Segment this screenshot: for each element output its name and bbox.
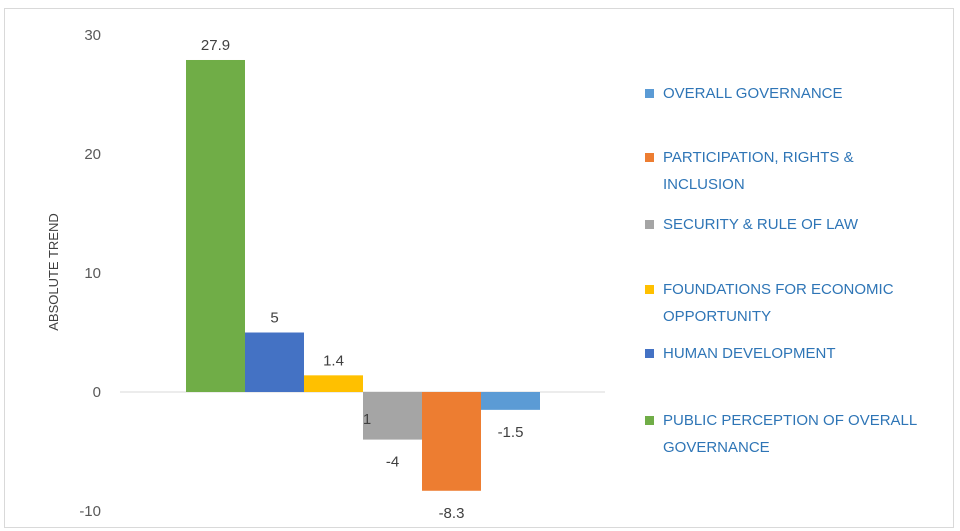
y-tick-label: -10 [79, 503, 101, 520]
axis-layer: 30 20 10 0 -10 [79, 27, 605, 520]
y-axis-title: ABSOLUTE TREND [46, 213, 61, 331]
data-label: -4 [386, 454, 399, 471]
legend-item: HUMAN DEVELOPMENT [645, 345, 836, 362]
legend-swatch [645, 349, 654, 358]
legend-item: SECURITY & RULE OF LAW [645, 216, 859, 233]
legend-swatch [645, 416, 654, 425]
legend-label: FOUNDATIONS FOR ECONOMIC [663, 281, 894, 298]
legend-label: INCLUSION [663, 176, 745, 193]
data-label: 5 [270, 310, 278, 327]
legend: OVERALL GOVERNANCE PARTICIPATION, RIGHTS … [645, 85, 917, 456]
y-tick-label: 0 [93, 384, 101, 401]
data-label: -8.3 [439, 505, 465, 522]
legend-swatch [645, 89, 654, 98]
data-label-layer: 27.9 5 1.4 -4 -8.3 -1.5 1 [201, 37, 524, 522]
legend-item: FOUNDATIONS FOR ECONOMIC OPPORTUNITY [645, 281, 894, 325]
legend-item: PARTICIPATION, RIGHTS & INCLUSION [645, 149, 854, 193]
legend-label: PUBLIC PERCEPTION OF OVERALL [663, 412, 917, 429]
legend-label: GOVERNANCE [663, 439, 770, 456]
legend-item: PUBLIC PERCEPTION OF OVERALL GOVERNANCE [645, 412, 917, 456]
legend-label: OPPORTUNITY [663, 308, 771, 325]
bar-layer [186, 59, 540, 491]
legend-label: SECURITY & RULE OF LAW [663, 216, 859, 233]
legend-item: OVERALL GOVERNANCE [645, 85, 843, 102]
data-label: 1.4 [323, 352, 344, 369]
y-tick-label: 30 [84, 27, 101, 44]
bar-participation-rights-inclusion [422, 392, 481, 491]
y-tick-label: 10 [84, 265, 101, 282]
legend-label: OVERALL GOVERNANCE [663, 85, 843, 102]
y-tick-label: 20 [84, 146, 101, 163]
data-label: -1.5 [498, 424, 524, 441]
stray-label: 1 [363, 411, 371, 428]
bar-foundations-for-economic-opportunity [304, 375, 363, 392]
legend-swatch [645, 285, 654, 294]
legend-swatch [645, 153, 654, 162]
legend-label: PARTICIPATION, RIGHTS & [663, 149, 854, 166]
legend-swatch [645, 220, 654, 229]
bar-overall-governance [481, 392, 540, 410]
bar-security-rule-of-law [363, 392, 422, 440]
legend-label: HUMAN DEVELOPMENT [663, 345, 836, 362]
bar-public-perception-of-overall-governance [186, 59, 245, 393]
bar-human-development [245, 332, 304, 392]
data-label: 27.9 [201, 37, 230, 54]
